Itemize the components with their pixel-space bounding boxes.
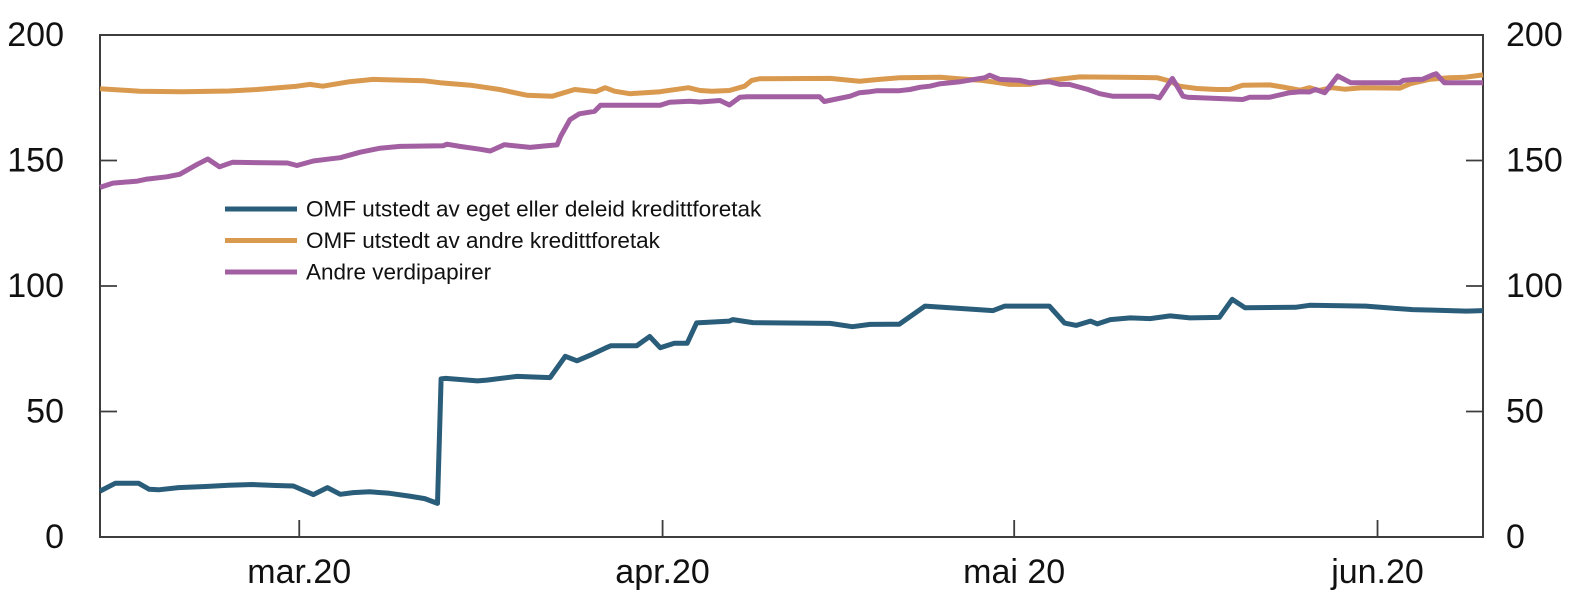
y-axis-label-right: 200 [1506,16,1563,54]
legend-label-2: Andre verdipapirer [306,260,492,285]
legend-label-1: OMF utstedt av andre kredittforetak [306,228,661,253]
y-axis-label-right: 100 [1506,267,1563,305]
y-axis-label-left: 0 [45,518,64,556]
plot-border [99,34,1484,538]
x-axis-label: mai 20 [963,553,1065,591]
legend-label-0: OMF utstedt av eget eller deleid kreditt… [306,197,762,222]
y-axis-label-right: 50 [1506,393,1544,431]
x-axis-label: apr.20 [615,553,710,591]
y-axis-label-left: 150 [7,142,64,180]
y-axis-label-right: 150 [1506,142,1563,180]
series-line-0 [98,296,1484,506]
x-axis-label: mar.20 [247,553,351,591]
series-line-1 [99,72,1484,99]
y-axis-label-left: 200 [7,16,64,54]
y-axis-label-left: 100 [7,267,64,305]
y-axis-label-left: 50 [26,393,64,431]
x-axis-label: jun.20 [1330,553,1424,591]
y-axis-label-right: 0 [1506,518,1525,556]
series-line-2 [99,71,1483,190]
